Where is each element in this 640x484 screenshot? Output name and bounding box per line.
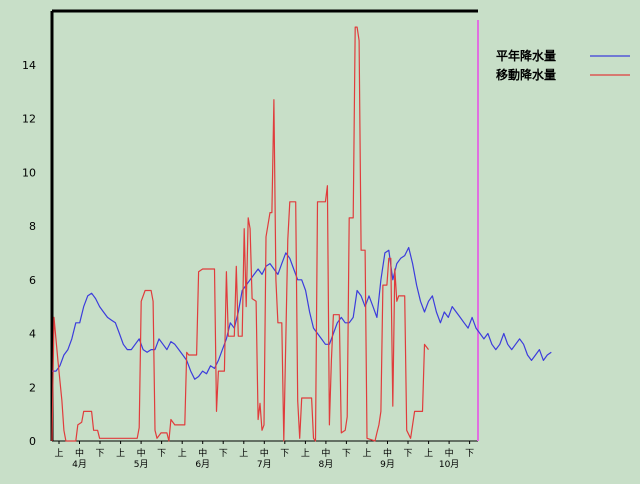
legend-label: 移動降水量 xyxy=(496,67,556,82)
x-month-label: 6月 xyxy=(195,459,210,470)
plot-frame xyxy=(50,9,479,442)
x-period-label: 下 xyxy=(95,449,104,459)
y-axis: 0 2 4 6 8 10 12 14 xyxy=(22,59,36,448)
x-period-label: 下 xyxy=(280,449,289,459)
x-period-label: 中 xyxy=(445,447,454,459)
y-tick-label: 10 xyxy=(22,166,36,179)
x-period-label: 下 xyxy=(465,449,474,459)
moving-precipitation-line xyxy=(51,26,429,442)
x-period-label: 上 xyxy=(178,448,187,459)
y-tick-label: 14 xyxy=(22,59,36,72)
x-period-label: 中 xyxy=(321,447,330,459)
x-month-label: 10月 xyxy=(439,459,459,470)
y-tick-label: 2 xyxy=(29,381,36,394)
x-month-label: 5月 xyxy=(134,459,149,470)
x-period-label: 中 xyxy=(137,447,146,459)
x-period-label: 下 xyxy=(219,449,228,459)
x-period-label: 上 xyxy=(424,448,433,459)
x-month-label: 7月 xyxy=(257,459,272,470)
y-tick-label: 12 xyxy=(22,113,36,126)
x-period-label: 上 xyxy=(239,448,248,459)
x-period-label: 中 xyxy=(198,447,207,459)
y-tick-label: 4 xyxy=(29,328,36,341)
normal-precipitation-line xyxy=(52,246,552,380)
y-tick-label: 6 xyxy=(29,274,36,287)
x-period-label: 下 xyxy=(342,449,351,459)
y-tick-label: 8 xyxy=(29,220,36,233)
x-month-label: 4月 xyxy=(72,459,87,470)
x-period-label: 上 xyxy=(116,448,125,459)
legend-label: 平年降水量 xyxy=(496,48,556,63)
x-period-label: 中 xyxy=(260,447,269,459)
x-period-label: 上 xyxy=(362,448,371,459)
series-layer xyxy=(51,26,552,442)
x-period-label: 上 xyxy=(54,448,63,459)
x-period-label: 下 xyxy=(157,449,166,459)
x-period-label: 中 xyxy=(75,447,84,459)
x-month-label: 8月 xyxy=(319,459,334,470)
x-month-label: 9月 xyxy=(380,459,395,470)
x-period-label: 中 xyxy=(383,447,392,459)
x-period-label: 上 xyxy=(301,448,310,459)
x-axis: 上中下4月上中下5月上中下6月上中下7月上中下8月上中下9月上中下10月 xyxy=(54,441,474,470)
y-tick-label: 0 xyxy=(29,435,36,448)
x-period-label: 下 xyxy=(403,449,412,459)
